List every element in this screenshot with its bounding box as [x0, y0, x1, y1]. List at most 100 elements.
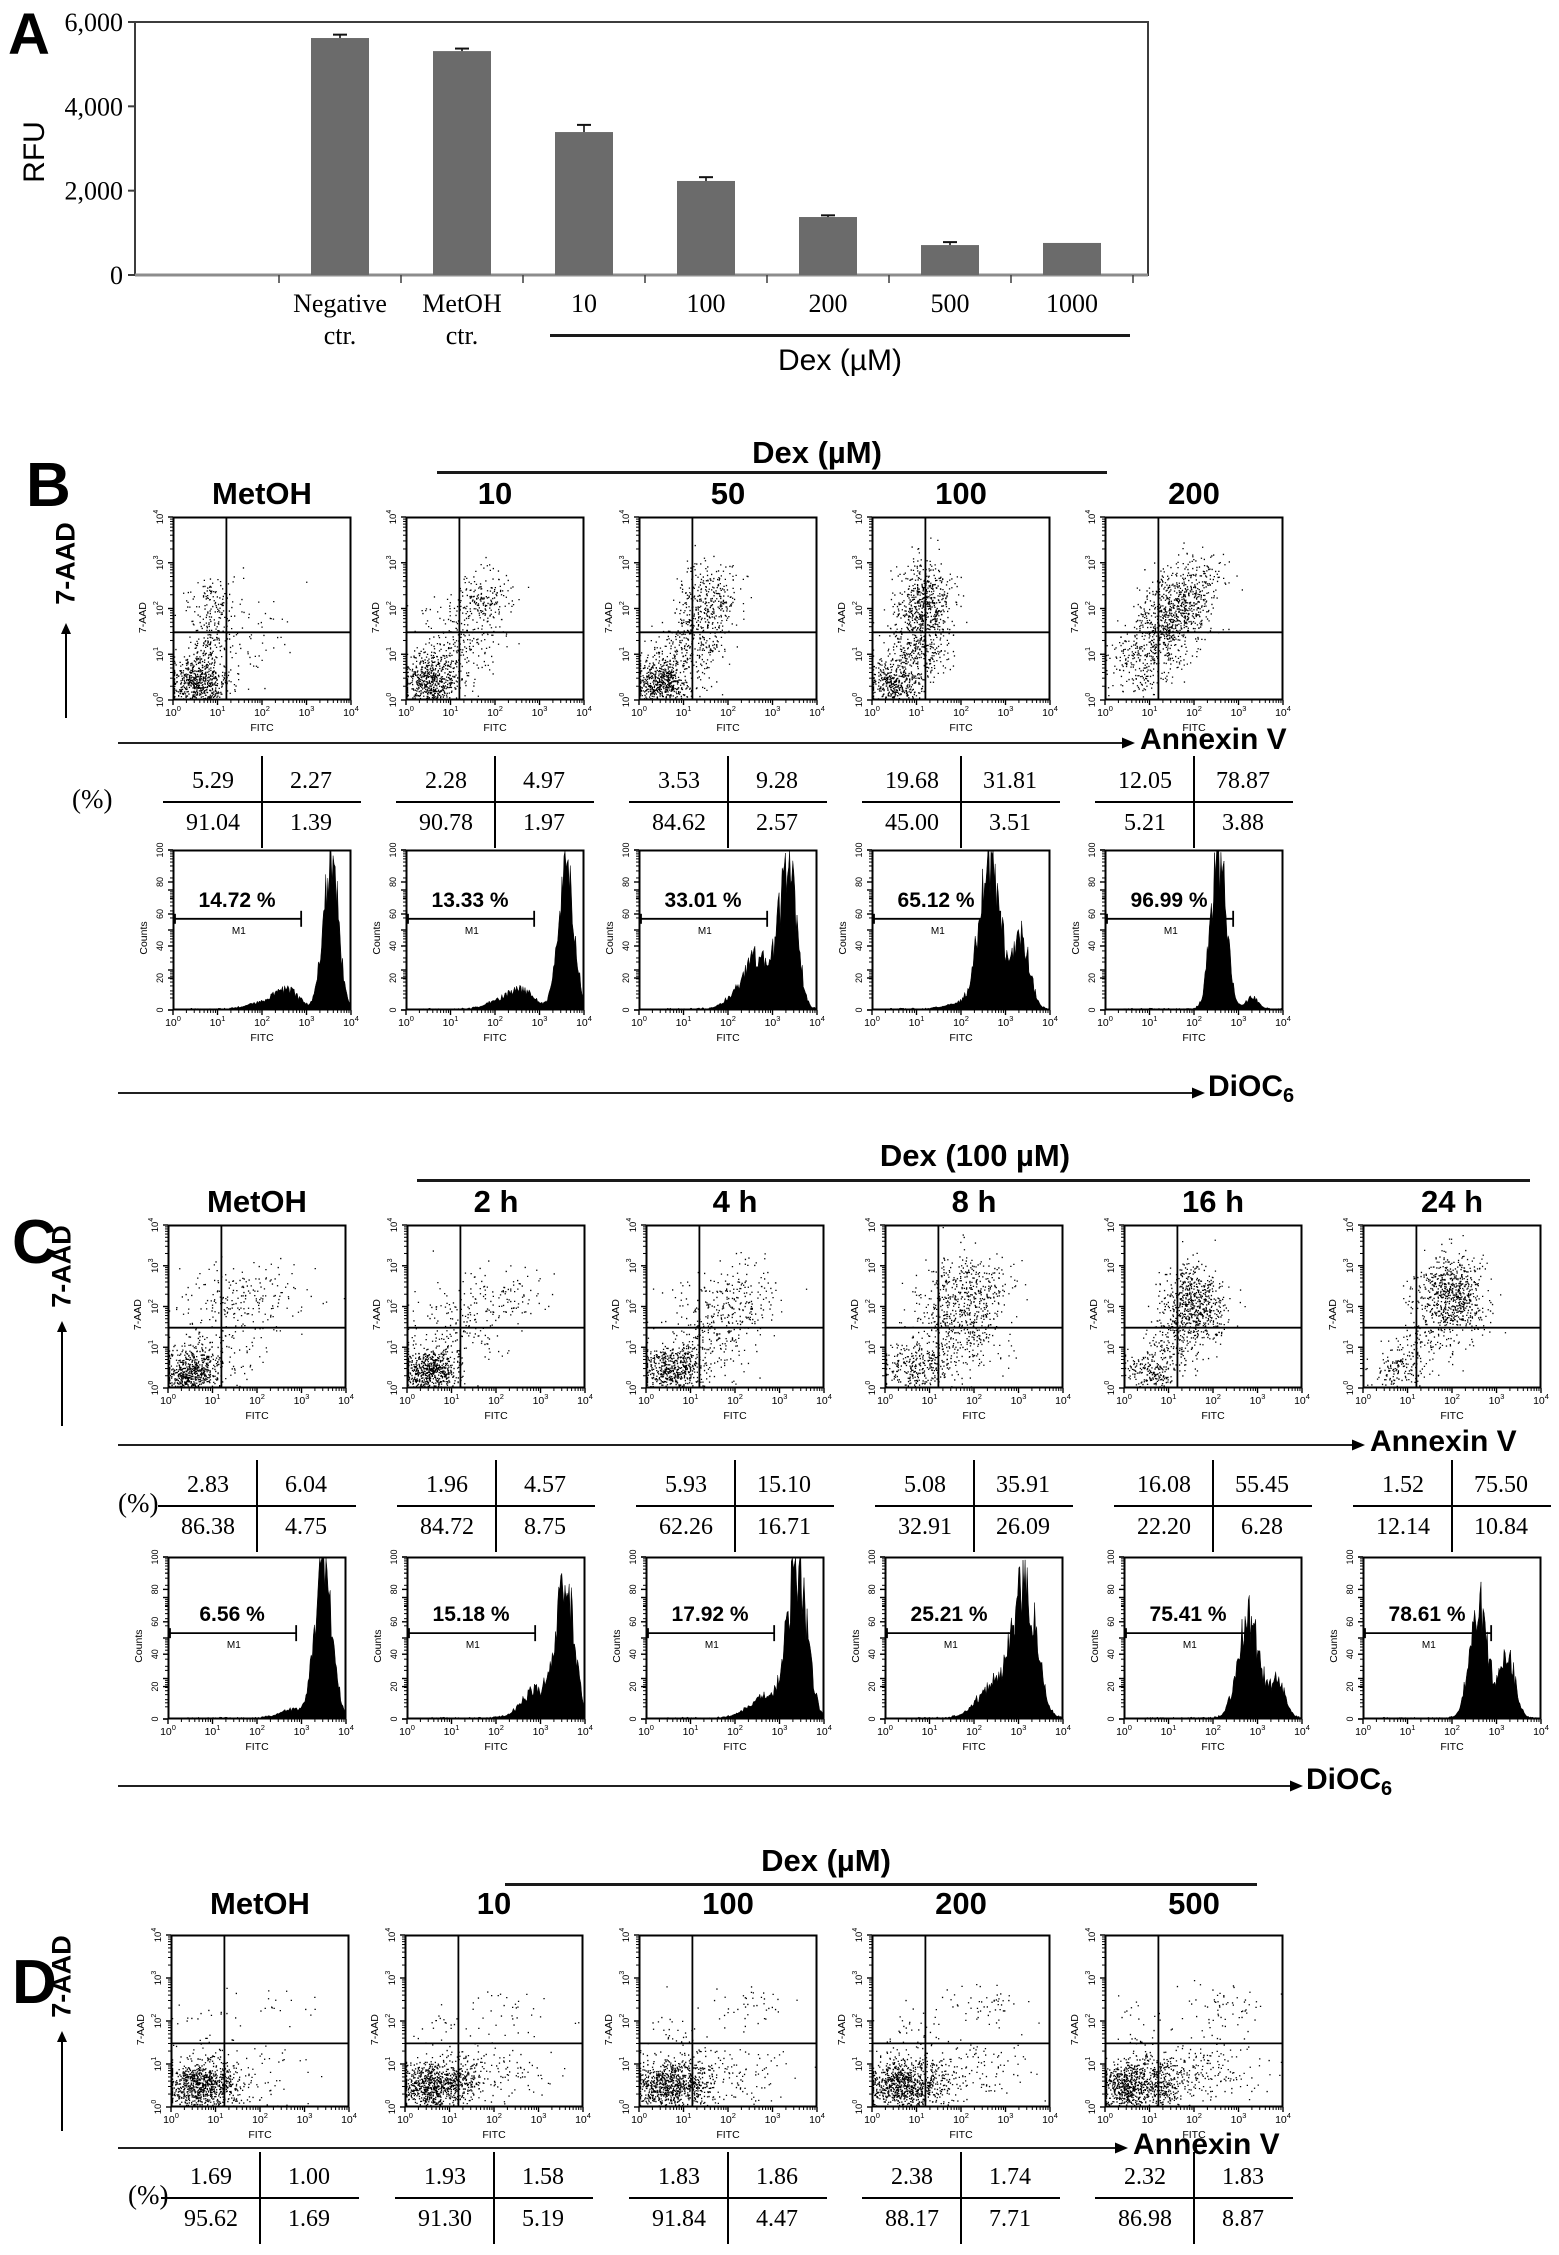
quad-lower-right: 3.51 — [989, 809, 1031, 836]
x-tick-label: 100 — [1355, 1723, 1371, 1738]
x-tick-label: 101 — [683, 1392, 699, 1407]
hist-y-tick-label: 100 — [150, 1549, 160, 1564]
x-tick-label: 104 — [577, 1723, 593, 1738]
scatter-y-axis-label: 7-AAD — [603, 2014, 615, 2045]
y-tick-label: 101 — [1085, 2057, 1098, 2072]
quadrant-percentage-table: 1.93 1.58 91.30 5.19 — [395, 2152, 593, 2244]
y-tick-label: 102 — [626, 1299, 639, 1314]
histogram-curve — [872, 850, 1051, 1011]
y-tick-label: 101 — [852, 2057, 865, 2072]
x-tick-label: 104 — [816, 1723, 832, 1738]
y-tick-label: 100 — [387, 1381, 400, 1396]
bar-category-label: MetOH ctr. — [392, 288, 532, 352]
annexin-v-label: Annexin V — [1370, 1425, 1517, 1458]
table-horizontal-divider — [1114, 1505, 1312, 1507]
hist-y-tick-label: 80 — [867, 1584, 877, 1594]
x-tick-label: 100 — [399, 1392, 415, 1407]
y-tick-label: 101 — [1104, 1340, 1117, 1355]
x-tick-label: 102 — [953, 1014, 969, 1029]
hist-y-tick-label: 40 — [388, 941, 398, 951]
hist-y-tick-label: 40 — [150, 1649, 160, 1659]
quad-upper-left: 1.96 — [426, 1471, 468, 1498]
table-horizontal-divider — [397, 1505, 595, 1507]
x-tick-label: 101 — [676, 2111, 692, 2126]
table-horizontal-divider — [875, 1505, 1073, 1507]
x-tick-label: 103 — [532, 704, 548, 719]
x-tick-label: 103 — [297, 2111, 313, 2126]
quad-upper-right: 1.00 — [288, 2163, 330, 2190]
x-tick-label: 104 — [576, 704, 592, 719]
table-horizontal-divider — [161, 2197, 359, 2199]
quad-lower-left: 86.98 — [1118, 2205, 1172, 2232]
quadrant-percentage-table: 19.68 31.81 45.00 3.51 — [862, 756, 1060, 848]
m1-gate-label: M1 — [944, 1640, 958, 1651]
x-tick-label: 102 — [1444, 1392, 1460, 1407]
side-axis-arrow — [57, 2031, 67, 2131]
x-tick-label: 101 — [210, 704, 226, 719]
hist-y-axis-label: Counts — [133, 1629, 145, 1662]
dioc6-label: DiOC6 — [1306, 1765, 1392, 1800]
flow-histogram-plot: 100 101 102 103 104 0 20 40 60 80 100 Counts FITC 25.… — [850, 1549, 1071, 1753]
hist-y-tick-label: 80 — [854, 877, 864, 887]
column-title: 2 h — [473, 1184, 519, 1219]
y-tick-label: 103 — [1343, 1258, 1356, 1273]
histogram-curve — [406, 850, 585, 1011]
x-tick-label: 102 — [249, 1723, 265, 1738]
x-tick-label: 100 — [165, 704, 181, 719]
dioc-label-subscript: 6 — [1283, 1085, 1295, 1107]
quad-upper-right: 1.58 — [522, 2163, 564, 2190]
quad-lower-right: 2.57 — [756, 809, 798, 836]
scatter-x-axis-label: FITC — [962, 1410, 986, 1422]
hist-y-tick-label: 80 — [155, 877, 165, 887]
x-tick-label: 102 — [953, 2111, 969, 2126]
hist-x-axis-label: FITC — [716, 1032, 740, 1044]
y-tick-label: 100 — [148, 1381, 161, 1396]
x-tick-label: 100 — [160, 1392, 176, 1407]
x-tick-label: 102 — [249, 1392, 265, 1407]
x-tick-label: 102 — [727, 1723, 743, 1738]
scatter-points — [646, 1252, 808, 1389]
quad-upper-left: 2.38 — [891, 2163, 933, 2190]
y-tick-label: 100 — [153, 693, 166, 708]
quad-lower-right: 1.69 — [288, 2205, 330, 2232]
y-tick-label: 104 — [151, 1928, 164, 1943]
bar-category-label: 200 — [758, 288, 898, 320]
histogram-curve — [639, 850, 818, 1011]
y-tick-label: 104 — [626, 1218, 639, 1233]
side-axis-label: 7-AAD — [46, 1935, 77, 2018]
quadrant-percentage-table: 2.83 6.04 86.38 4.75 — [158, 1460, 356, 1552]
m1-percentage: 13.33 % — [432, 889, 509, 912]
x-tick-label: 102 — [1186, 1014, 1202, 1029]
x-tick-label: 103 — [533, 1392, 549, 1407]
y-tick-label: 102 — [153, 601, 166, 616]
panel-c-label: C — [12, 1208, 57, 1277]
x-tick-label: 100 — [163, 2111, 179, 2126]
y-tick-label: 100 — [852, 693, 865, 708]
bar — [921, 245, 979, 275]
hist-y-tick-label: 0 — [1345, 1716, 1355, 1721]
hist-y-tick-label: 80 — [1345, 1584, 1355, 1594]
scatter-points — [639, 1986, 817, 2107]
hist-y-tick-label: 100 — [1087, 842, 1097, 857]
hist-x-axis-label: FITC — [1201, 1741, 1225, 1753]
m1-gate-label: M1 — [466, 1640, 480, 1651]
x-tick-label: 100 — [864, 704, 880, 719]
y-tick-label: 103 — [148, 1258, 161, 1273]
column-title: MetOH — [207, 1184, 307, 1219]
quad-lower-left: 91.30 — [418, 2205, 472, 2232]
m1-gate-label: M1 — [931, 926, 945, 937]
bar-category-line: 10 — [571, 289, 597, 318]
side-axis-label: 7-AAD — [50, 522, 81, 605]
table-horizontal-divider — [629, 801, 827, 803]
y-tick-label: 102 — [1343, 1299, 1356, 1314]
annexin-v-label: Annexin V — [1133, 2128, 1280, 2161]
table-horizontal-divider — [636, 1505, 834, 1507]
quad-upper-left: 2.32 — [1124, 2163, 1166, 2190]
x-tick-label: 100 — [877, 1723, 893, 1738]
quad-lower-right: 6.28 — [1241, 1513, 1283, 1540]
dioc-label-subscript: 6 — [1381, 1778, 1393, 1800]
hist-y-tick-label: 80 — [621, 877, 631, 887]
